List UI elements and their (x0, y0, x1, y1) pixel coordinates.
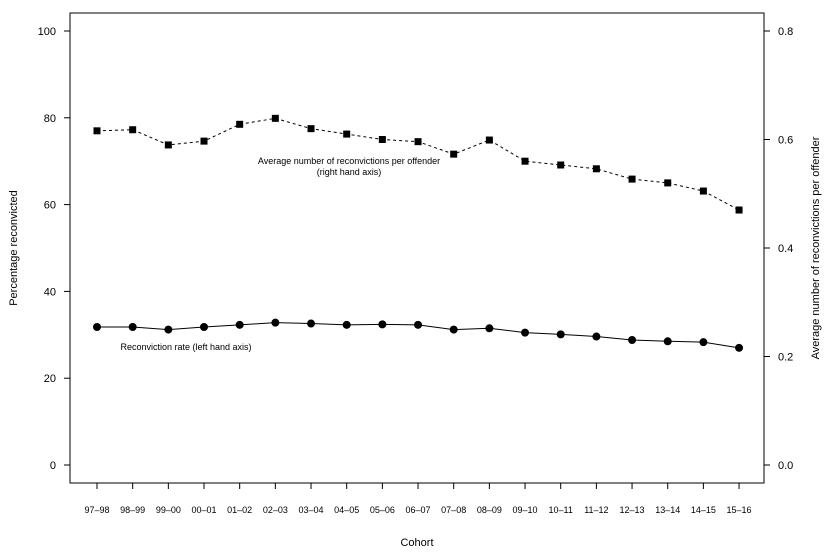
left-tick-label: 80 (44, 113, 56, 125)
x-tick-label: 97–98 (84, 505, 109, 515)
annotation-line: Average number of reconvictions per offe… (258, 156, 440, 166)
data-point (378, 320, 387, 329)
data-point (378, 136, 386, 143)
x-tick-label: 01–02 (227, 505, 252, 515)
data-point (129, 126, 137, 134)
x-tick-label: 15–16 (727, 505, 752, 515)
data-point (628, 336, 637, 345)
data-point (307, 125, 315, 133)
data-point (557, 161, 565, 169)
x-tick-label: 02–03 (263, 505, 288, 515)
data-point (592, 332, 601, 341)
x-tick-label: 11–12 (584, 505, 608, 515)
data-point (628, 175, 636, 183)
left-tick-label: 0 (50, 460, 56, 472)
data-point (271, 114, 279, 122)
data-point (164, 141, 172, 149)
x-tick-label: 14–15 (691, 505, 716, 515)
data-point (450, 150, 458, 158)
x-tick-label: 06–07 (406, 505, 431, 515)
data-point (236, 120, 244, 128)
x-tick-label: 13–14 (655, 505, 680, 515)
data-point (93, 127, 101, 135)
data-point (200, 322, 209, 331)
annotation-line: Reconviction rate (left hand axis) (120, 342, 251, 352)
x-tick-label: 09–10 (513, 505, 538, 515)
x-tick-label: 99–00 (156, 505, 181, 515)
left-y-axis-title: Percentage reconvicted (8, 190, 20, 306)
left-tick-label: 60 (44, 200, 56, 212)
x-tick-label: 08–09 (477, 505, 502, 515)
data-point (556, 330, 565, 339)
x-tick-label: 10–11 (549, 505, 573, 515)
data-point (343, 130, 351, 138)
data-point (521, 328, 530, 337)
data-point (307, 319, 316, 328)
data-point (485, 136, 493, 144)
data-point (735, 343, 744, 352)
data-point (485, 324, 494, 333)
right-tick-label: 0.2 (778, 352, 793, 364)
data-point (200, 137, 208, 145)
right-tick-label: 0.4 (778, 243, 793, 255)
x-tick-label: 03–04 (299, 505, 324, 515)
left-tick-label: 20 (44, 373, 56, 385)
left-y-axis: 0 20 40 60 80 100 (38, 26, 70, 472)
data-point (414, 138, 422, 146)
plot-frame (69, 12, 765, 484)
average-reconvictions-series (93, 114, 743, 214)
x-tick-label: 00–01 (191, 505, 216, 515)
x-axis-title: Cohort (400, 537, 433, 549)
data-point (592, 165, 600, 173)
data-point (235, 320, 244, 329)
data-point (699, 187, 707, 195)
x-tick-label: 98–99 (120, 505, 145, 515)
x-axis: 97–98 98–99 99–00 00–01 01–02 02–03 03–04 04–05… (84, 483, 752, 515)
data-point (735, 206, 743, 214)
x-tick-label: 12–13 (620, 505, 645, 515)
right-tick-label: 0.6 (778, 135, 793, 147)
annotations: Average number of reconvictions per offe… (120, 156, 440, 352)
annotation-line: (right hand axis) (317, 167, 382, 177)
data-point (699, 338, 708, 347)
data-point (414, 320, 423, 329)
series-layer (93, 114, 744, 352)
reconviction-rate-series (93, 318, 744, 352)
data-point (663, 337, 672, 346)
right-y-axis-title: Average number of reconvictions per offe… (810, 136, 822, 359)
reconviction-rate-annotation: Reconviction rate (left hand axis) (120, 342, 251, 352)
right-tick-label: 0.8 (778, 26, 793, 38)
data-point (449, 325, 458, 334)
data-point (164, 325, 173, 334)
data-point (93, 322, 101, 331)
data-point (128, 322, 137, 331)
left-tick-label: 40 (44, 286, 56, 298)
x-tick-label: 04–05 (334, 505, 359, 515)
right-y-axis: 0.0 0.2 0.4 0.6 0.8 (764, 26, 793, 472)
data-point (664, 179, 672, 187)
data-point (271, 318, 280, 327)
data-point (342, 320, 351, 329)
left-tick-label: 100 (38, 26, 56, 38)
average-reconvictions-annotation: Average number of reconvictions per offe… (258, 156, 440, 177)
x-tick-label: 05–06 (370, 505, 395, 515)
data-point (521, 157, 529, 165)
x-tick-label: 07–08 (441, 505, 466, 515)
right-tick-label: 0.0 (778, 460, 793, 472)
